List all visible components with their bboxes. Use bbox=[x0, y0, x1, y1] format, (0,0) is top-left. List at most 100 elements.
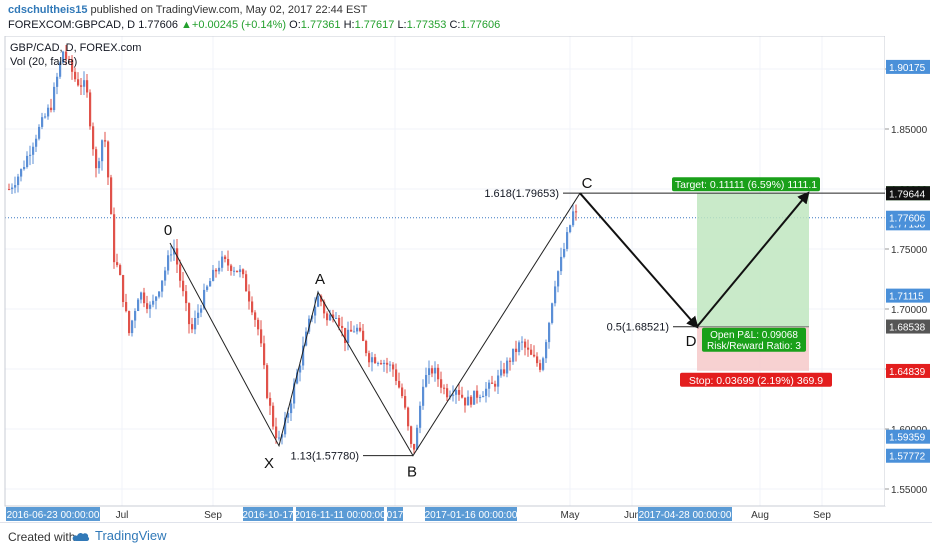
candle bbox=[524, 338, 527, 356]
price-tick-label: 1.70000 bbox=[891, 305, 928, 316]
price-axis[interactable]: 1.900001.850001.800001.750001.700001.650… bbox=[885, 36, 932, 506]
candle bbox=[53, 82, 56, 113]
time-highlight-bg bbox=[296, 507, 384, 521]
candle-body bbox=[188, 303, 191, 325]
candle bbox=[17, 173, 20, 193]
arrow-d-to-target[interactable] bbox=[696, 191, 810, 328]
candle bbox=[551, 302, 554, 325]
price-axis-label: 1.71115 bbox=[889, 292, 924, 303]
candle bbox=[272, 402, 275, 430]
candle bbox=[422, 379, 425, 410]
author-link[interactable]: cdschultheis15 bbox=[8, 4, 88, 16]
price-axis-bg bbox=[885, 36, 932, 506]
candle-body bbox=[233, 270, 236, 272]
price-axis-label: 1.64839 bbox=[889, 367, 926, 378]
candle bbox=[329, 309, 332, 322]
candle-body bbox=[509, 360, 512, 362]
candle-body bbox=[515, 348, 518, 353]
price-label-bg bbox=[886, 319, 930, 334]
change-value: +0.00245 (+0.14%) bbox=[191, 19, 287, 31]
time-tick-label: Jun bbox=[624, 510, 640, 521]
candle-body bbox=[143, 292, 146, 304]
harmonic-pattern[interactable]: 0 X A B C D 1.618(1.79653) 0.5(1.68521) 1.13(1.5… bbox=[164, 175, 885, 481]
candle bbox=[401, 383, 404, 399]
candle bbox=[515, 340, 518, 362]
candle bbox=[98, 157, 101, 174]
candle bbox=[539, 359, 542, 373]
price-axis-label: 1.59359 bbox=[889, 433, 926, 444]
price-chart[interactable]: Target: 0.11111 (6.59%) 1111.1 Open P&L: … bbox=[0, 36, 932, 522]
close-label: C: bbox=[449, 19, 461, 31]
candle bbox=[158, 290, 161, 299]
candle bbox=[65, 45, 68, 66]
arrow-c-to-d[interactable] bbox=[579, 192, 699, 329]
candle bbox=[110, 174, 113, 215]
candle bbox=[284, 411, 287, 438]
candle-body bbox=[383, 362, 386, 365]
candle-body bbox=[65, 51, 68, 59]
tradingview-logo[interactable]: TradingView bbox=[72, 528, 167, 543]
candle bbox=[335, 312, 338, 319]
candle bbox=[8, 183, 11, 191]
candle bbox=[14, 176, 17, 194]
candle-body bbox=[527, 347, 530, 350]
candle-body bbox=[281, 434, 284, 438]
candle-body bbox=[320, 295, 323, 302]
time-highlight-label: 2017-01-16 00:00:00 bbox=[425, 510, 518, 521]
candle-body bbox=[533, 354, 536, 357]
stop-label: Stop: 0.03699 (2.19%) 369.9 bbox=[689, 375, 823, 387]
candle bbox=[431, 365, 434, 378]
footer-created-text: Created with bbox=[8, 530, 76, 544]
candle bbox=[152, 294, 155, 308]
candle bbox=[194, 310, 197, 335]
candle bbox=[185, 285, 188, 312]
candle-body bbox=[455, 390, 458, 395]
candle bbox=[215, 268, 218, 278]
candle-body bbox=[17, 176, 20, 186]
candle bbox=[332, 309, 335, 323]
candle bbox=[563, 242, 566, 259]
candle-body bbox=[242, 269, 245, 275]
candle-body bbox=[521, 341, 524, 343]
candle bbox=[23, 160, 26, 171]
candle bbox=[80, 77, 83, 95]
price-label-bg bbox=[886, 288, 930, 303]
candle bbox=[236, 270, 239, 273]
candle bbox=[419, 401, 422, 434]
candle bbox=[104, 131, 107, 148]
candle bbox=[107, 140, 110, 185]
time-axis[interactable]: Jul Sep May Jun Aug Sep 2016-06-23 00:00:00 201… bbox=[5, 505, 885, 522]
candle-body bbox=[572, 211, 575, 226]
candle-body bbox=[398, 380, 401, 388]
pattern-point-a: A bbox=[315, 271, 325, 288]
candle-body bbox=[428, 368, 431, 375]
candle-body bbox=[197, 312, 200, 318]
candle bbox=[461, 386, 464, 399]
candle bbox=[575, 204, 578, 221]
candle-body bbox=[128, 311, 131, 334]
candle-body bbox=[41, 117, 44, 127]
candle-body bbox=[422, 386, 425, 406]
fib-label: 0.5(1.68521) bbox=[607, 322, 669, 334]
candle-body bbox=[107, 141, 110, 178]
price-label-bg bbox=[886, 210, 930, 225]
candle bbox=[359, 322, 362, 333]
candle bbox=[386, 357, 389, 374]
candle bbox=[497, 369, 500, 395]
time-highlight-label: 2016-10-17 bbox=[242, 510, 294, 521]
candle bbox=[125, 293, 128, 313]
candle bbox=[572, 205, 575, 228]
pattern-lines[interactable] bbox=[169, 192, 581, 457]
open-value: 1.77361 bbox=[300, 19, 341, 31]
candle-body bbox=[488, 382, 491, 389]
candle bbox=[278, 430, 281, 441]
candle-body bbox=[164, 270, 167, 281]
candle bbox=[233, 266, 236, 276]
candle-body bbox=[347, 329, 350, 343]
candle-body bbox=[539, 363, 542, 370]
candle-body bbox=[287, 413, 290, 418]
candle-body bbox=[212, 269, 215, 282]
candle bbox=[392, 362, 395, 377]
candle-body bbox=[134, 311, 137, 321]
candle bbox=[146, 295, 149, 314]
